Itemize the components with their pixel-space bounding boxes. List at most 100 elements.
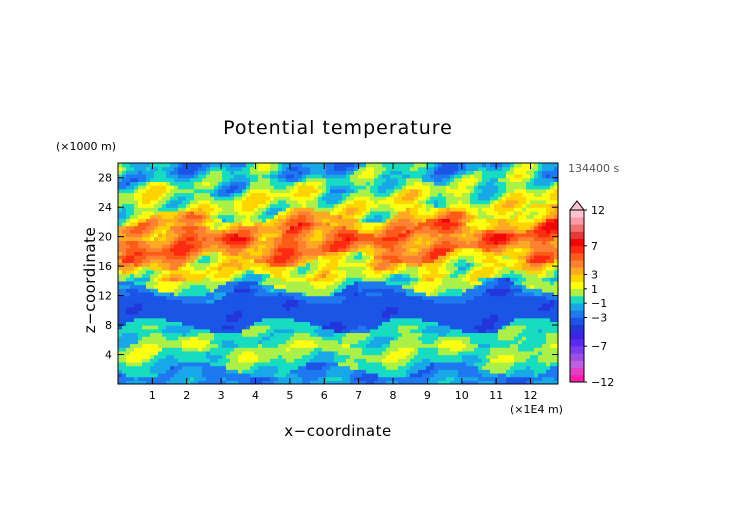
heatmap-cell: [490, 332, 495, 337]
heatmap-cell: [262, 310, 267, 315]
heatmap-cell: [426, 354, 431, 359]
heatmap-cell: [122, 376, 127, 381]
heatmap-cell: [138, 376, 143, 381]
heatmap-cell: [526, 365, 531, 370]
heatmap-cell: [230, 328, 235, 334]
heatmap-cell: [162, 347, 167, 352]
heatmap-cell: [546, 232, 551, 238]
heatmap-cell: [414, 314, 419, 319]
heatmap-cell: [286, 310, 291, 315]
heatmap-cell: [522, 225, 527, 230]
heatmap-cell: [358, 350, 363, 356]
heatmap-cell: [138, 291, 143, 297]
heatmap-cell: [382, 347, 387, 352]
heatmap-cell: [178, 314, 183, 319]
heatmap-cell: [314, 225, 319, 230]
heatmap-cell: [262, 277, 267, 282]
heatmap-cell: [278, 214, 283, 219]
heatmap-cell: [450, 354, 455, 359]
heatmap-cell: [338, 247, 343, 252]
heatmap-cell: [426, 347, 431, 352]
heatmap-cell: [362, 280, 367, 286]
heatmap-cell: [258, 354, 263, 359]
heatmap-cell: [178, 273, 183, 278]
heatmap-cell: [242, 218, 247, 223]
heatmap-cell: [374, 299, 379, 304]
heatmap-cell: [466, 251, 471, 256]
heatmap-cell: [398, 295, 403, 300]
heatmap-cell: [210, 325, 215, 330]
heatmap-cell: [382, 376, 387, 381]
heatmap-cell: [518, 317, 523, 322]
heatmap-cell: [278, 372, 283, 378]
heatmap-cell: [334, 328, 339, 334]
heatmap-cell: [294, 314, 299, 319]
heatmap-cell: [274, 336, 279, 341]
heatmap-cell: [382, 310, 387, 315]
heatmap-cell: [498, 325, 503, 330]
heatmap-cell: [310, 225, 315, 230]
heatmap-cell: [458, 255, 463, 260]
heatmap-cell: [526, 358, 531, 363]
heatmap-cell: [446, 288, 451, 293]
heatmap-cell: [254, 280, 259, 286]
heatmap-cell: [150, 288, 155, 293]
heatmap-cell: [394, 247, 399, 252]
heatmap-cell: [258, 372, 263, 378]
heatmap-cell: [290, 225, 295, 230]
heatmap-cell: [122, 306, 127, 311]
heatmap-cell: [234, 295, 239, 300]
heatmap-cell: [418, 339, 423, 345]
heatmap-cell: [274, 347, 279, 352]
heatmap-cell: [298, 218, 303, 223]
heatmap-cell: [350, 347, 355, 352]
heatmap-cell: [306, 288, 311, 293]
heatmap-cell: [454, 325, 459, 330]
heatmap-cell: [430, 336, 435, 341]
heatmap-cell: [554, 310, 558, 315]
heatmap-cell: [182, 218, 187, 223]
heatmap-cell: [330, 255, 335, 260]
heatmap-cell: [174, 314, 179, 319]
heatmap-cell: [270, 314, 275, 319]
heatmap-cell: [354, 361, 359, 367]
heatmap-cell: [174, 336, 179, 341]
heatmap-cell: [362, 361, 367, 367]
heatmap-cell: [454, 251, 459, 256]
heatmap-cell: [554, 247, 558, 252]
heatmap-cell: [230, 332, 235, 337]
heatmap-cell: [370, 277, 375, 282]
heatmap-cell: [194, 229, 199, 234]
heatmap-cell: [470, 255, 475, 260]
heatmap-cell: [418, 299, 423, 304]
heatmap-cell: [550, 347, 555, 352]
heatmap-cell: [482, 295, 487, 300]
heatmap-cell: [450, 325, 455, 330]
heatmap-cell: [370, 232, 375, 238]
heatmap-cell: [422, 339, 427, 345]
heatmap-cell: [470, 247, 475, 252]
heatmap-cell: [358, 317, 363, 322]
heatmap-cell: [178, 372, 183, 378]
heatmap-cell: [386, 380, 391, 384]
heatmap-cell: [546, 273, 551, 278]
heatmap-cell: [222, 332, 227, 337]
heatmap-cell: [542, 299, 547, 304]
heatmap-cell: [314, 302, 319, 308]
heatmap-cell: [254, 244, 259, 249]
heatmap-cell: [398, 218, 403, 223]
heatmap-cell: [414, 288, 419, 293]
heatmap-cell: [326, 347, 331, 352]
heatmap-cell: [530, 266, 535, 271]
heatmap-cell: [490, 273, 495, 278]
heatmap-cell: [450, 343, 455, 348]
heatmap-cell: [266, 317, 271, 322]
heatmap-cell: [450, 376, 455, 381]
heatmap-cell: [218, 310, 223, 315]
heatmap-cell: [370, 347, 375, 352]
heatmap-cell: [126, 295, 131, 300]
heatmap-cell: [386, 221, 391, 227]
heatmap-cell: [230, 284, 235, 289]
heatmap-cell: [470, 225, 475, 230]
heatmap-cell: [490, 354, 495, 359]
